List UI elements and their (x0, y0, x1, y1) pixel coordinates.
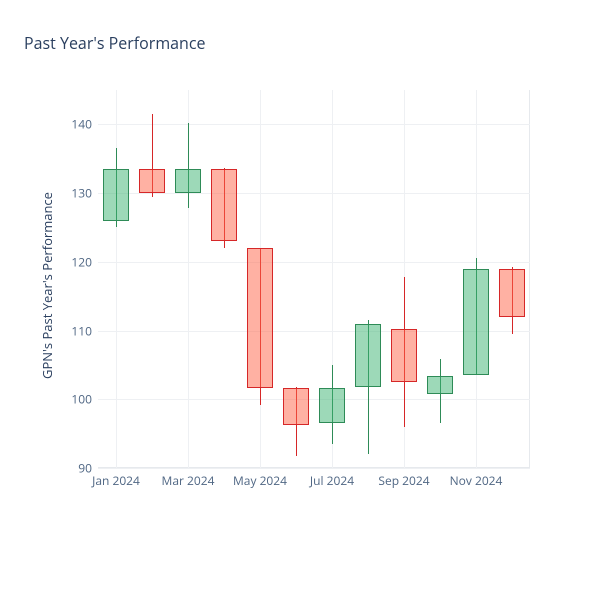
candle-wick (188, 123, 189, 208)
candle-body (391, 329, 416, 382)
candle-body (283, 388, 308, 425)
y-tick-label: 130 (71, 185, 98, 202)
gridline-h (98, 399, 530, 400)
candle-body (463, 269, 488, 376)
plot-area: 90100110120130140Jan 2024Mar 2024May 202… (98, 90, 530, 468)
candle-body (139, 169, 164, 193)
candle-body (355, 324, 380, 387)
x-tick-label: Nov 2024 (450, 468, 503, 489)
x-tick-label: Jul 2024 (310, 468, 354, 489)
y-tick-label: 100 (71, 391, 98, 408)
gridline-v (116, 90, 117, 468)
chart-title: Past Year's Performance (24, 32, 206, 54)
y-tick-label: 110 (71, 322, 98, 339)
candle-body (427, 376, 452, 394)
y-tick-label: 120 (71, 253, 98, 270)
gridline-h (98, 193, 530, 194)
candle-body (319, 388, 344, 424)
y-tick-label: 140 (71, 116, 98, 133)
x-tick-label: Mar 2024 (162, 468, 215, 489)
x-tick-label: Jan 2024 (92, 468, 140, 489)
candle-body (211, 169, 236, 241)
gridline-h (98, 262, 530, 263)
gridline-h (98, 124, 530, 125)
candle-body (247, 248, 272, 388)
candle-body (175, 169, 200, 193)
candle-body (499, 269, 524, 317)
y-axis-label: GPN's Past Year's Performance (38, 192, 56, 379)
candlestick-chart: Past Year's Performance GPN's Past Year'… (0, 0, 600, 600)
x-tick-label: Sep 2024 (378, 468, 429, 489)
x-tick-label: May 2024 (233, 468, 287, 489)
candle-body (103, 169, 128, 221)
